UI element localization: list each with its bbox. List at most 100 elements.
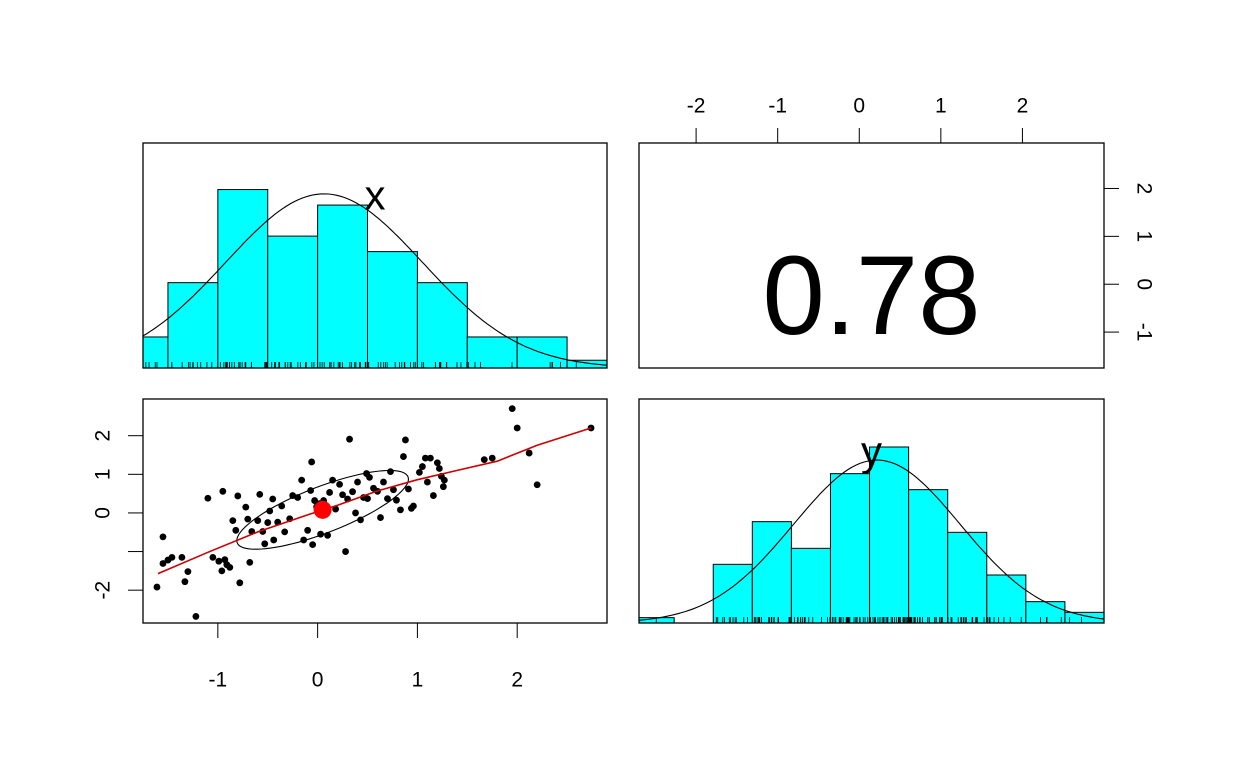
y-tick-label: 2	[92, 430, 115, 442]
y-tick-label: -1	[1133, 323, 1156, 342]
scatter-point	[204, 494, 212, 502]
density-curve	[638, 459, 1105, 621]
scatter-point	[423, 478, 431, 486]
scatter-point	[332, 505, 339, 513]
scatter-point	[366, 474, 373, 481]
x-tick-label: -2	[687, 95, 706, 118]
scatter-point	[218, 567, 226, 575]
scatter-point	[352, 509, 359, 517]
histogram-bar	[986, 574, 1027, 624]
histogram-panel-y: y	[638, 398, 1105, 624]
scatter-point	[397, 506, 404, 514]
loess-smoother-line	[157, 427, 592, 575]
scatter-point	[168, 553, 176, 561]
scatter-point	[298, 476, 306, 484]
histogram-bar	[751, 521, 792, 624]
scatter-point	[435, 465, 443, 472]
scatter-point	[380, 478, 387, 486]
scatter-point	[281, 528, 289, 536]
scatter-point	[513, 424, 521, 432]
scatter-point	[393, 496, 400, 504]
histogram-bar	[1064, 611, 1105, 624]
scatter-point	[304, 526, 312, 534]
scatter-point	[159, 533, 167, 541]
y-tick-label: -2	[92, 581, 115, 600]
histogram-bar	[267, 235, 319, 369]
correlation-ellipse	[236, 469, 409, 550]
histogram-bar	[416, 282, 468, 369]
y-tick-label: 1	[92, 468, 115, 480]
scatter-point	[226, 563, 234, 571]
x-tick-label: 1	[412, 669, 424, 692]
scatter-point	[400, 453, 407, 460]
histogram-bar	[712, 563, 753, 624]
panel-frame	[638, 398, 1105, 624]
scatter-point	[178, 553, 186, 561]
scatter-point	[326, 489, 333, 496]
histogram-bar	[317, 204, 369, 369]
density-curve	[142, 193, 608, 366]
scatter-point	[234, 492, 242, 500]
x-tick-label: 1	[935, 95, 947, 118]
scatter-point	[339, 491, 346, 499]
scatter-point	[384, 495, 391, 503]
scatter-point	[309, 541, 317, 548]
x-tick-label: 2	[511, 669, 523, 692]
scatter-point	[153, 583, 161, 591]
scatter-point	[421, 454, 429, 462]
scatter-point	[357, 516, 364, 524]
x-tick-label: -1	[208, 669, 227, 692]
scatter-point	[508, 405, 516, 413]
scatter-point	[439, 483, 447, 491]
histogram-bar	[367, 251, 418, 369]
histogram-bar	[1025, 601, 1066, 624]
scatter-point	[264, 519, 272, 526]
scatter-point	[229, 517, 237, 525]
scatter-point	[246, 558, 254, 566]
correlation-panel: 0.78 -2 -1 0 1 2 -1 0 1 2	[638, 95, 1156, 369]
scatter-point	[587, 424, 595, 432]
scatter-point	[308, 458, 316, 466]
scatter-point	[219, 487, 227, 495]
scatter-point	[311, 497, 319, 504]
scatter-point	[416, 468, 423, 476]
scatter-point	[433, 459, 441, 467]
scatter-point	[181, 578, 189, 586]
scatter-point	[377, 514, 384, 521]
y-tick-label: 0	[92, 507, 115, 519]
scatter-point	[236, 579, 244, 587]
scatter-point	[342, 548, 349, 555]
scatter-point	[232, 526, 240, 534]
histogram-bar	[217, 189, 269, 369]
scatter-point	[269, 495, 277, 503]
scatter-point	[215, 557, 223, 565]
scatter-point	[184, 568, 192, 576]
variable-label-x: x	[365, 172, 386, 219]
y-tick-label: 2	[1133, 183, 1156, 195]
x-tick-label: -1	[768, 95, 787, 118]
scatter-point	[410, 502, 417, 510]
scatter-point	[533, 481, 541, 489]
scatter-point	[349, 488, 356, 496]
scatter-point	[426, 454, 434, 462]
scatter-point	[159, 560, 167, 567]
correlation-value: 0.78	[763, 233, 981, 358]
histogram-bar	[167, 282, 219, 369]
scatter-point	[266, 507, 274, 515]
y-tick-label: 1	[1133, 231, 1156, 243]
scatter-point	[405, 485, 412, 493]
panel-frame	[142, 142, 608, 369]
x-tick-label: 2	[1017, 95, 1029, 118]
variable-label-y: y	[861, 428, 882, 475]
scatter-point	[242, 503, 250, 511]
histogram-panel-x: x	[142, 142, 608, 369]
histogram-bar	[790, 547, 831, 624]
scatter-point	[336, 480, 343, 488]
scatter-point	[440, 476, 448, 484]
scatter-point	[209, 553, 217, 561]
x-tick-label: 0	[853, 95, 865, 118]
scatter-point	[480, 456, 488, 464]
scatter-point	[390, 486, 397, 494]
scatter-point	[270, 536, 278, 544]
